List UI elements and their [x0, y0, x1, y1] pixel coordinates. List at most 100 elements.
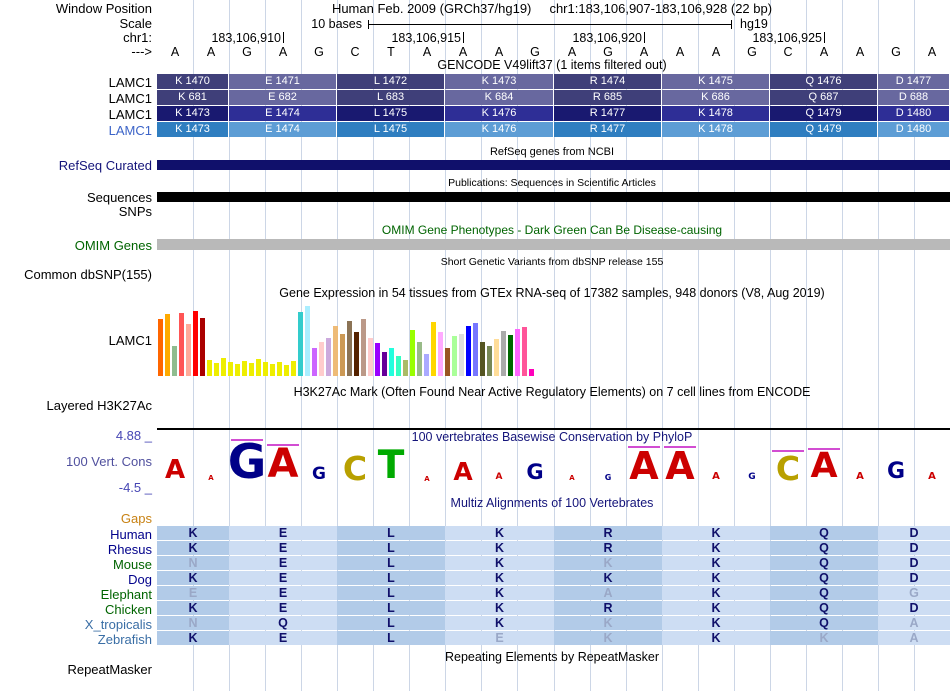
alignment-cell[interactable]: K	[157, 631, 229, 645]
gtex-bar[interactable]	[487, 346, 492, 376]
alignment-cell[interactable]: R	[554, 526, 662, 540]
codon-cell[interactable]: R 1474	[554, 74, 661, 89]
alignment-cell[interactable]: K	[662, 586, 770, 600]
alignment-cell[interactable]: E	[157, 586, 229, 600]
conservation-track-label[interactable]: 100 Vert. Cons	[66, 454, 152, 469]
alignment-cell[interactable]: N	[157, 616, 229, 630]
codon-cell[interactable]: E 1471	[229, 74, 336, 89]
repeatmasker-label[interactable]: RepeatMasker	[67, 662, 152, 677]
gtex-bar[interactable]	[431, 322, 436, 376]
codon-cell[interactable]: K 686	[662, 90, 769, 105]
gtex-bar[interactable]	[298, 312, 303, 376]
gencode-item-label[interactable]: LAMC1	[108, 123, 152, 138]
gencode-item-label[interactable]: LAMC1	[108, 91, 152, 106]
alignment-cell[interactable]: D	[878, 541, 950, 555]
gtex-bar[interactable]	[179, 313, 184, 376]
gtex-bar[interactable]	[214, 363, 219, 376]
gtex-bar[interactable]	[354, 332, 359, 376]
refseq-curated-label[interactable]: RefSeq Curated	[58, 158, 152, 173]
alignment-cell[interactable]: Q	[770, 571, 878, 585]
alignment-cell[interactable]: Q	[770, 616, 878, 630]
codon-cell[interactable]: R 1477	[554, 106, 661, 121]
alignment-cell[interactable]: K	[445, 526, 554, 540]
gtex-bar[interactable]	[319, 342, 324, 376]
alignment-cell[interactable]: K	[662, 541, 770, 555]
gtex-bar[interactable]	[312, 348, 317, 376]
alignment-cell[interactable]: E	[229, 601, 337, 615]
alignment-cell[interactable]: Q	[770, 586, 878, 600]
codon-cell[interactable]: E 1474	[229, 106, 336, 121]
gtex-bar[interactable]	[158, 319, 163, 376]
gtex-bar[interactable]	[368, 338, 373, 376]
gtex-bar[interactable]	[326, 338, 331, 376]
alignment-cell[interactable]: K	[554, 616, 662, 630]
gtex-bar[interactable]	[207, 360, 212, 376]
gtex-bar[interactable]	[200, 318, 205, 376]
gtex-bar[interactable]	[382, 352, 387, 376]
codon-cell[interactable]: K 1473	[445, 74, 553, 89]
alignment-cell[interactable]: K	[554, 631, 662, 645]
gtex-bar[interactable]	[529, 369, 534, 376]
sequences-bar[interactable]	[157, 192, 950, 202]
alignment-cell[interactable]: R	[554, 541, 662, 555]
sequences-label[interactable]: Sequences	[86, 190, 152, 205]
gtex-bar[interactable]	[340, 334, 345, 376]
species-label[interactable]: Zebrafish	[97, 632, 152, 647]
gtex-bar[interactable]	[361, 319, 366, 376]
gencode-item-label[interactable]: LAMC1	[108, 107, 152, 122]
alignment-cell[interactable]: K	[662, 526, 770, 540]
gtex-bar[interactable]	[284, 365, 289, 376]
alignment-cell[interactable]: E	[229, 526, 337, 540]
alignment-cell[interactable]: Q	[770, 541, 878, 555]
codon-cell[interactable]: K 1473	[157, 106, 228, 121]
alignment-cell[interactable]: K	[445, 556, 554, 570]
alignment-cell[interactable]: K	[662, 601, 770, 615]
alignment-cell[interactable]: K	[445, 586, 554, 600]
codon-cell[interactable]: L 1475	[337, 122, 444, 137]
codon-cell[interactable]: L 1472	[337, 74, 444, 89]
gaps-label[interactable]: Gaps	[120, 511, 152, 526]
gtex-bar[interactable]	[305, 306, 310, 376]
species-label[interactable]: Mouse	[112, 557, 152, 572]
codon-cell[interactable]: E 682	[229, 90, 336, 105]
alignment-cell[interactable]: K	[662, 616, 770, 630]
codon-cell[interactable]: D 1480	[878, 106, 949, 121]
codon-cell[interactable]: Q 687	[770, 90, 877, 105]
codon-cell[interactable]: Q 1479	[770, 122, 877, 137]
gtex-gene-label[interactable]: LAMC1	[108, 333, 152, 348]
gtex-bar[interactable]	[270, 364, 275, 376]
h3k27ac-label[interactable]: Layered H3K27Ac	[46, 398, 152, 413]
codon-cell[interactable]: Q 1476	[770, 74, 877, 89]
alignment-cell[interactable]: E	[229, 631, 337, 645]
gtex-bar[interactable]	[249, 363, 254, 376]
alignment-cell[interactable]: L	[337, 631, 445, 645]
gtex-bar[interactable]	[186, 324, 191, 376]
gtex-bar[interactable]	[445, 348, 450, 376]
alignment-cell[interactable]: K	[445, 616, 554, 630]
alignment-cell[interactable]: L	[337, 601, 445, 615]
alignment-cell[interactable]: K	[157, 601, 229, 615]
omim-genes-label[interactable]: OMIM Genes	[74, 238, 152, 253]
alignment-cell[interactable]: N	[157, 556, 229, 570]
alignment-cell[interactable]: Q	[770, 526, 878, 540]
alignment-cell[interactable]: L	[337, 571, 445, 585]
codon-cell[interactable]: K 1476	[445, 122, 553, 137]
alignment-cell[interactable]: E	[229, 571, 337, 585]
gtex-bar[interactable]	[508, 335, 513, 376]
gtex-bar[interactable]	[333, 326, 338, 376]
codon-cell[interactable]: K 684	[445, 90, 553, 105]
gtex-bar[interactable]	[410, 330, 415, 376]
common-dbsnp-label[interactable]: Common dbSNP(155)	[24, 267, 152, 282]
codon-cell[interactable]: K 1478	[662, 106, 769, 121]
alignment-cell[interactable]: K	[157, 526, 229, 540]
alignment-cell[interactable]: L	[337, 616, 445, 630]
codon-cell[interactable]: L 683	[337, 90, 444, 105]
codon-cell[interactable]: R 1477	[554, 122, 661, 137]
gtex-bar[interactable]	[389, 348, 394, 376]
alignment-cell[interactable]: D	[878, 556, 950, 570]
gtex-bar[interactable]	[242, 361, 247, 376]
codon-cell[interactable]: K 1470	[157, 74, 228, 89]
alignment-cell[interactable]: K	[554, 571, 662, 585]
species-label[interactable]: Chicken	[105, 602, 152, 617]
alignment-cell[interactable]: D	[878, 601, 950, 615]
